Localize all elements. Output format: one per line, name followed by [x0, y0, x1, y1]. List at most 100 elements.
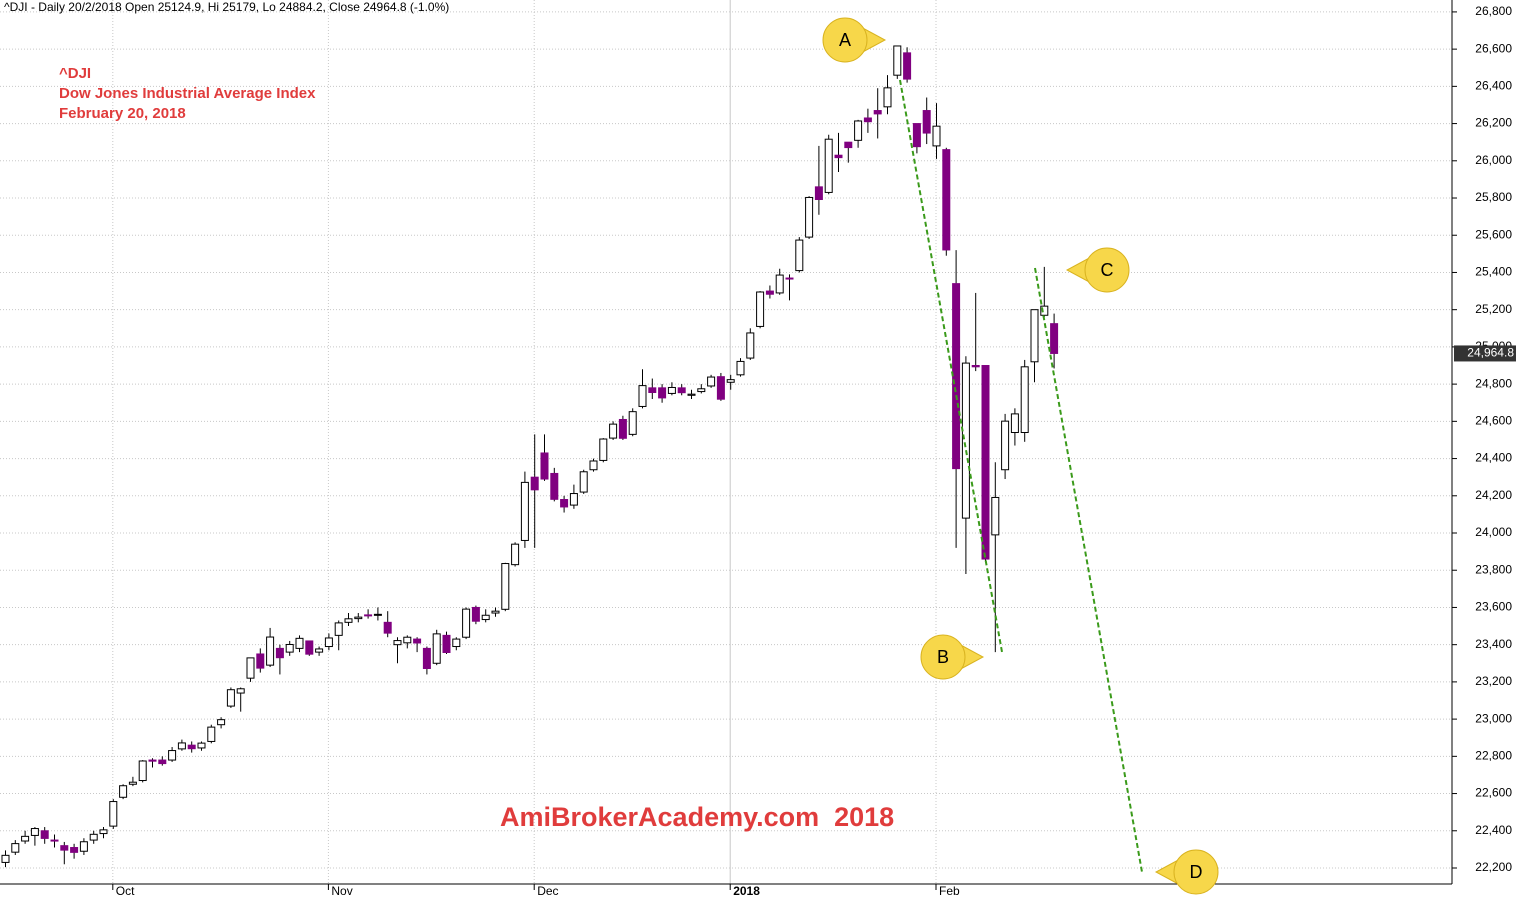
candle-body — [756, 291, 765, 327]
candle-body — [256, 653, 265, 669]
candle-body — [285, 643, 294, 653]
candle-body — [844, 141, 853, 149]
y-tick-label: 23,800 — [1475, 562, 1512, 576]
trend-lines — [899, 79, 1143, 873]
candle-body — [344, 618, 353, 623]
candle-body — [30, 828, 39, 836]
grid — [0, 0, 1452, 884]
candle-body — [942, 149, 951, 251]
candle-body — [99, 829, 108, 835]
candle-body — [677, 387, 686, 394]
callouts: A B C D — [822, 17, 1219, 895]
candle-body — [60, 845, 69, 851]
candle-body — [217, 719, 226, 726]
y-tick-label: 25,200 — [1475, 302, 1512, 316]
candle-body — [687, 393, 696, 396]
callout-bubble — [920, 634, 966, 680]
y-tick-label: 24,600 — [1475, 414, 1512, 428]
y-tick-label: 25,400 — [1475, 265, 1512, 279]
candle-body — [765, 290, 774, 295]
candle-body — [785, 277, 794, 280]
candle-body — [364, 614, 373, 617]
candle-body — [383, 621, 392, 634]
candle-body — [873, 110, 882, 115]
candle-body — [295, 637, 304, 649]
candle-body — [1, 854, 10, 863]
candle-body — [971, 365, 980, 368]
candle-body — [922, 110, 931, 134]
axes: 22,200 22,400 22,600 22,800 23,000 23,200 23,4… — [112, 4, 1516, 898]
candle-body — [236, 688, 245, 694]
callout-label: A — [839, 30, 851, 50]
candle-body — [981, 365, 990, 560]
candle-body — [119, 785, 128, 798]
y-tick-label: 22,400 — [1475, 823, 1512, 837]
candle-body — [834, 154, 843, 159]
y-tick-label: 26,800 — [1475, 4, 1512, 18]
candle-body — [246, 657, 255, 679]
y-tick-label: 24,800 — [1475, 376, 1512, 390]
x-tick-label: Nov — [331, 884, 352, 898]
candle-body — [491, 610, 500, 614]
candle-body — [736, 360, 745, 376]
x-tick-label: Oct — [116, 884, 135, 898]
y-tick-label: 23,600 — [1475, 600, 1512, 614]
candle-body — [432, 633, 441, 664]
candle-body — [334, 622, 343, 636]
candle-body — [138, 760, 147, 782]
candle-body — [226, 689, 235, 707]
candle-body — [707, 376, 716, 387]
y-tick-label: 26,600 — [1475, 41, 1512, 55]
candle-body — [903, 52, 912, 80]
last-value-box — [1454, 345, 1516, 362]
candle-body — [618, 418, 627, 439]
candle-body — [79, 841, 88, 852]
candle-body — [70, 847, 79, 853]
candle-body — [452, 638, 461, 648]
candle-body — [471, 606, 480, 622]
candle-body — [305, 640, 314, 655]
y-tick-label: 22,800 — [1475, 749, 1512, 763]
candle-body — [1030, 309, 1039, 363]
candle-body — [403, 636, 412, 644]
candle-body — [422, 647, 431, 669]
last-value-label: 24,964.8 — [1467, 346, 1514, 360]
candle-body — [697, 388, 706, 393]
candle-body — [354, 616, 363, 620]
candle-body — [863, 117, 872, 123]
candle-body — [726, 379, 735, 383]
info-line: Dow Jones Industrial Average Index — [59, 85, 316, 102]
y-tick-label: 26,200 — [1475, 116, 1512, 130]
candle-body — [746, 332, 755, 359]
candle-body — [373, 613, 382, 616]
callout-label: B — [937, 647, 949, 667]
x-tick-label: Feb — [939, 884, 960, 898]
candle-body — [560, 499, 569, 508]
candle-body — [177, 742, 186, 750]
callout-label: D — [1190, 862, 1203, 882]
trend-line — [1034, 267, 1143, 873]
y-tick-label: 23,400 — [1475, 637, 1512, 651]
candle-body — [266, 636, 275, 666]
candle-body — [324, 637, 333, 648]
candle-body — [609, 423, 618, 439]
info-line: February 20, 2018 — [59, 105, 186, 122]
candle-body — [824, 138, 833, 193]
y-tick-label: 24,200 — [1475, 488, 1512, 502]
candle-body — [148, 759, 157, 762]
candle-body — [667, 386, 676, 394]
candle-body — [11, 843, 20, 853]
callout-bubble — [1173, 849, 1219, 895]
callout-bubble — [1084, 247, 1130, 293]
candle-body — [21, 835, 30, 842]
candle-body — [530, 476, 539, 491]
candle-body — [883, 87, 892, 108]
candle-body — [814, 186, 823, 201]
trend-line — [899, 79, 1003, 653]
candle-body — [1010, 413, 1019, 434]
y-tick-label: 24,400 — [1475, 451, 1512, 465]
candle-body — [1020, 366, 1029, 434]
candle-body — [481, 614, 490, 621]
